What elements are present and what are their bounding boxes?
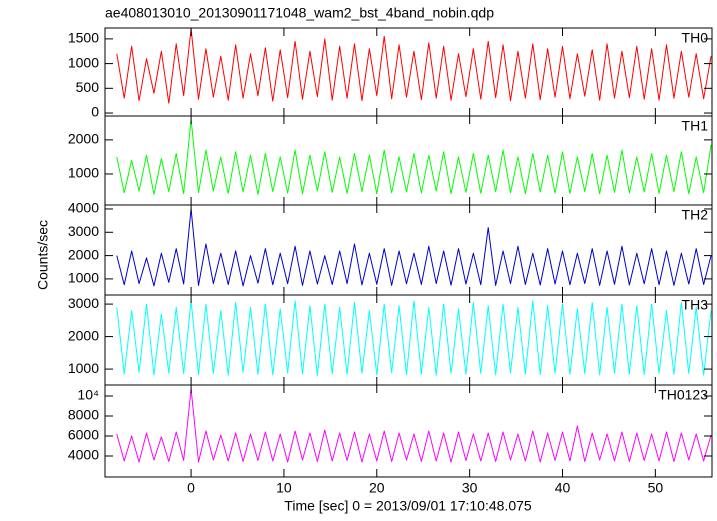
panel-label: TH1 [682, 118, 709, 134]
y-tick-label: 2000 [68, 131, 99, 147]
y-tick-label: 0 [91, 104, 99, 120]
y-tick-label: 2000 [68, 327, 99, 343]
y-tick-label: 1000 [68, 54, 99, 70]
y-tick-label: 500 [76, 79, 100, 95]
data-line [116, 118, 712, 195]
data-line [116, 388, 712, 463]
x-tick-label: 50 [648, 480, 664, 496]
y-tick-label: 4000 [68, 447, 99, 463]
x-tick-label: 10 [276, 480, 292, 496]
data-line [116, 300, 712, 377]
chart-title: ae408013010_20130901171048_wam2_bst_4ban… [105, 5, 494, 21]
y-tick-label: 10⁴ [77, 387, 99, 403]
panel-label: TH3 [682, 297, 709, 313]
y-axis-label: Counts/sec [35, 220, 51, 290]
x-tick-label: 30 [462, 480, 478, 496]
panel-label: TH2 [682, 207, 709, 223]
panel-frame [104, 294, 713, 386]
y-tick-label: 1000 [68, 165, 99, 181]
panel-label: TH0123 [658, 387, 708, 403]
y-tick-label: 4000 [68, 200, 99, 216]
data-line [116, 28, 712, 104]
x-axis-label: Time [sec] 0 = 2013/09/01 17:10:48.075 [284, 498, 532, 514]
y-tick-label: 8000 [68, 407, 99, 423]
panel-frame [104, 115, 713, 206]
x-tick-label: 0 [187, 480, 195, 496]
y-tick-label: 1000 [68, 270, 99, 286]
y-tick-label: 3000 [68, 295, 99, 311]
x-tick-label: 40 [555, 480, 571, 496]
y-tick-label: 1500 [68, 30, 99, 46]
y-tick-label: 1000 [68, 360, 99, 376]
y-tick-label: 6000 [68, 427, 99, 443]
y-tick-label: 3000 [68, 223, 99, 239]
panel-frame [104, 384, 713, 478]
data-line [116, 208, 712, 287]
panel-label: TH0 [682, 30, 709, 46]
x-tick-label: 20 [369, 480, 385, 496]
y-tick-label: 2000 [68, 246, 99, 262]
